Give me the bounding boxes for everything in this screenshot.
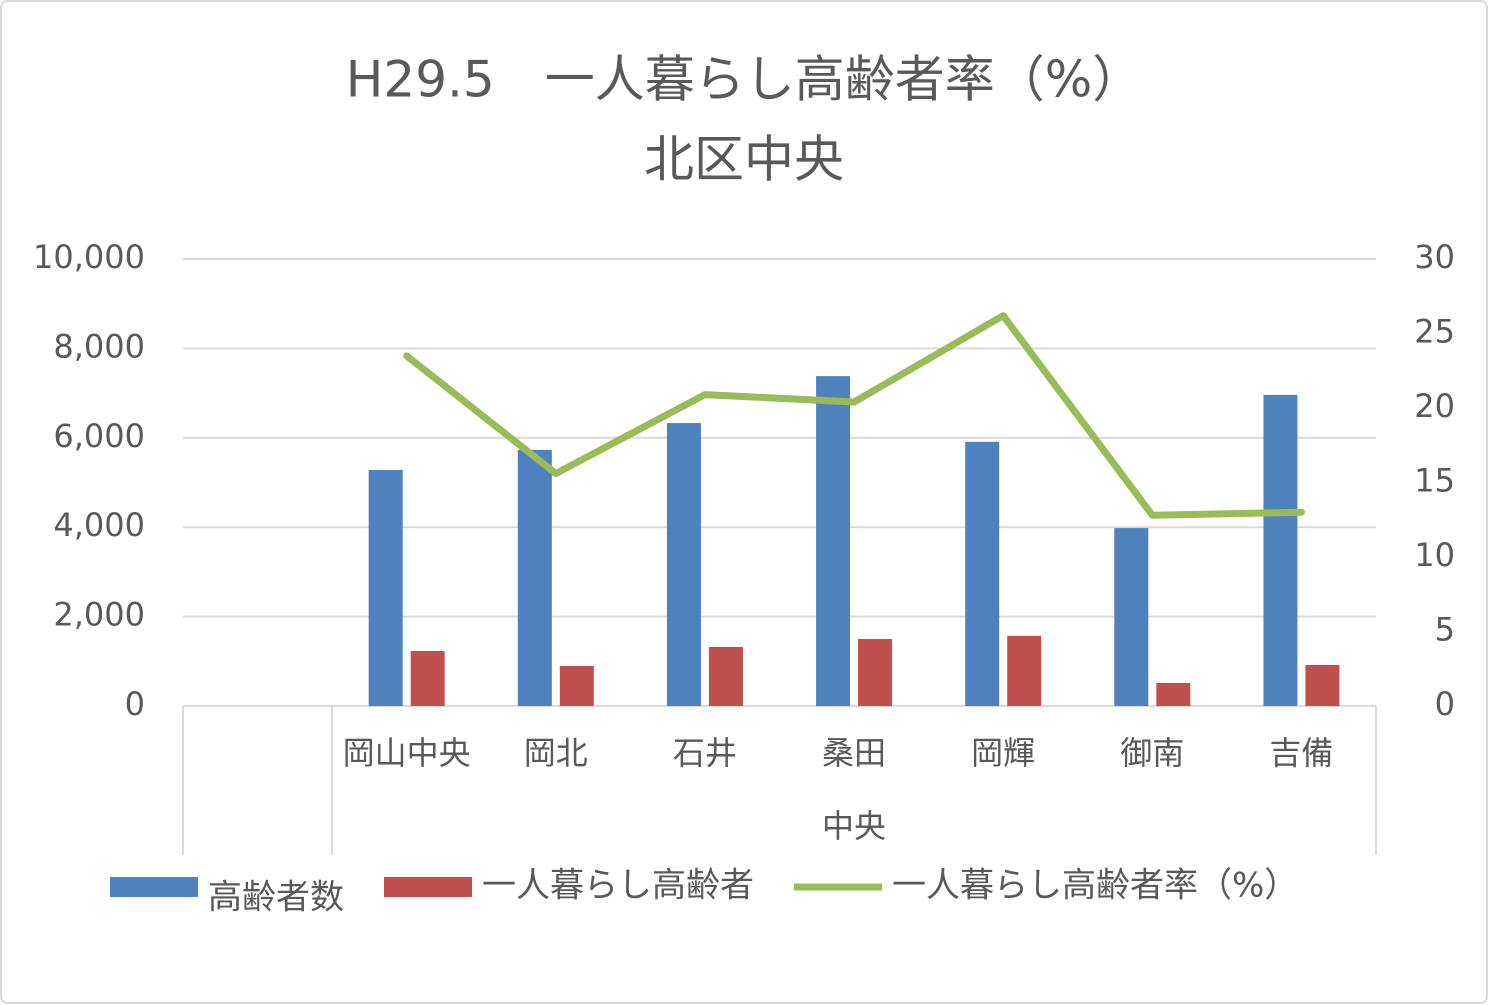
- bar: [1114, 528, 1149, 706]
- legend-swatch: [110, 877, 198, 897]
- y2-tick-label: 5: [1435, 611, 1455, 649]
- chart-title: H29.5 一人暮らし高齢者率（%）: [346, 51, 1142, 109]
- y2-tick-label: 30: [1414, 238, 1455, 276]
- bar: [1007, 635, 1042, 706]
- bar: [1305, 665, 1340, 706]
- line: [403, 312, 1305, 519]
- bar: [559, 665, 594, 706]
- y2-tick-label: 10: [1414, 536, 1455, 574]
- y2-tick-label: 15: [1414, 462, 1455, 500]
- bar: [666, 423, 701, 706]
- legend-label: 一人暮らし高齢者: [482, 866, 754, 906]
- bar: [517, 449, 552, 706]
- y-tick-label: 8,000: [53, 327, 145, 365]
- legend-label: 高齢者数: [208, 878, 344, 918]
- chart-subtitle: 北区中央: [644, 131, 844, 189]
- x-tick-label: 桑田: [822, 734, 886, 772]
- bar: [708, 646, 743, 706]
- bar: [858, 638, 893, 706]
- x-tick-label: 岡北: [524, 734, 588, 772]
- legend-label: 一人暮らし高齢者率（%）: [892, 866, 1298, 906]
- y-tick-label: 2,000: [53, 596, 145, 634]
- x-tick-label: 石井: [673, 734, 737, 772]
- bar: [410, 651, 445, 706]
- bar: [1156, 682, 1191, 706]
- x-tick-label: 岡輝: [971, 734, 1035, 772]
- legend-swatch: [384, 877, 472, 897]
- bar: [816, 376, 851, 706]
- group-label: 中央: [822, 807, 886, 845]
- y2-tick-label: 25: [1414, 313, 1455, 351]
- bar: [965, 441, 1000, 706]
- y-tick-label: 10,000: [33, 238, 145, 276]
- x-tick-label: 吉備: [1269, 734, 1333, 772]
- y-tick-label: 6,000: [53, 417, 145, 455]
- y2-tick-label: 20: [1414, 387, 1455, 425]
- bar: [1263, 394, 1298, 706]
- x-tick-label: 岡山中央: [343, 734, 471, 772]
- x-tick-label: 御南: [1120, 734, 1184, 772]
- y-tick-label: 4,000: [53, 506, 145, 544]
- y-tick-label: 0: [125, 685, 145, 723]
- y2-tick-label: 0: [1435, 685, 1455, 723]
- bar: [368, 469, 403, 706]
